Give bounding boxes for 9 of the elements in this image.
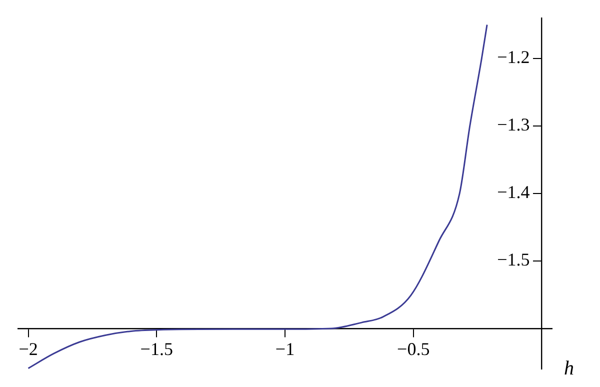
x-axis-title: h: [564, 357, 574, 380]
y-tick-label: −1.5: [497, 250, 530, 270]
x-tick-label: −1: [275, 339, 295, 360]
x-tick-label: −2: [18, 339, 38, 360]
y-tick-label: −1.3: [497, 114, 530, 135]
x-tick-label: −0.5: [397, 339, 430, 360]
x-tick-label: −1.5: [140, 339, 173, 360]
y-tick-label: −1.2: [497, 47, 530, 68]
y-tick-label: −1.4: [497, 182, 530, 202]
